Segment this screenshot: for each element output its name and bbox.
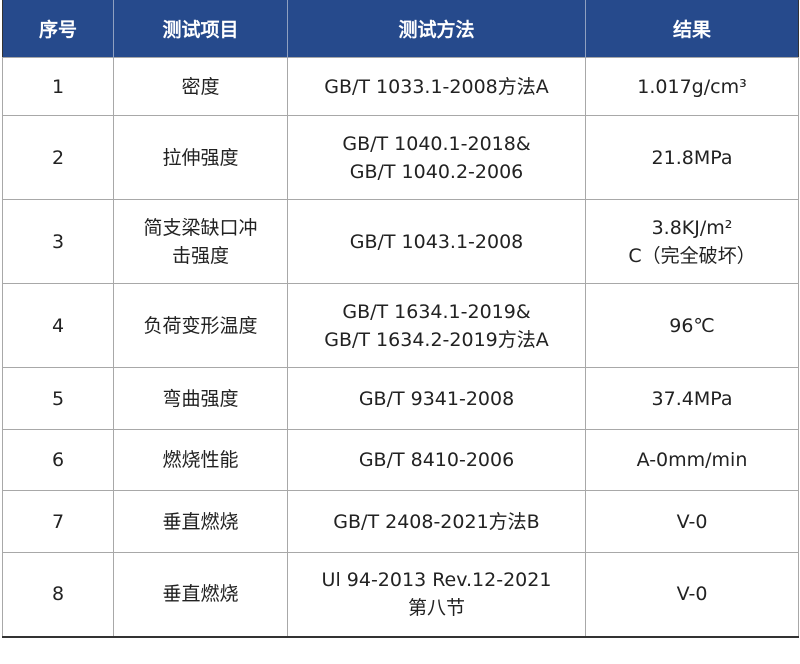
table-row: 3 简支梁缺口冲 击强度 GB/T 1043.1-2008 3.8KJ/m² C（完全破坏… bbox=[2, 199, 799, 284]
cell-method-line: GB/T 1634.1-2019& bbox=[342, 300, 531, 323]
cell-result: A-0mm/min bbox=[585, 429, 799, 491]
cell-method: GB/T 1040.1-2018& GB/T 1040.2-2006 bbox=[287, 115, 586, 200]
cell-method: GB/T 8410-2006 bbox=[287, 429, 586, 491]
cell-no: 5 bbox=[2, 367, 114, 430]
header-row: 序号 测试项目 测试方法 结果 bbox=[2, 0, 799, 58]
cell-result: 96℃ bbox=[585, 283, 799, 368]
cell-method-line: Ul 94-2013 Rev.12-2021 bbox=[321, 569, 552, 592]
cell-item: 简支梁缺口冲 击强度 bbox=[113, 199, 288, 284]
cell-result: 3.8KJ/m² C（完全破坏） bbox=[585, 199, 799, 284]
cell-result-line: A-0mm/min bbox=[636, 449, 748, 471]
cell-method: Ul 94-2013 Rev.12-2021 第八节 bbox=[287, 552, 586, 637]
cell-method-line: 第八节 bbox=[407, 597, 465, 620]
cell-result-line: 3.8KJ/m² bbox=[651, 216, 733, 239]
cell-no: 4 bbox=[2, 283, 114, 368]
cell-result-line: 96℃ bbox=[669, 314, 715, 337]
cell-item: 垂直燃烧 bbox=[113, 552, 288, 637]
cell-method-line: GB/T 1634.2-2019方法A bbox=[324, 328, 549, 351]
cell-no: 2 bbox=[2, 115, 114, 200]
cell-result-line: C（完全破坏） bbox=[628, 244, 756, 267]
cell-method-line: GB/T 1040.2-2006 bbox=[349, 160, 524, 183]
cell-method-line: GB/T 1033.1-2008方法A bbox=[324, 75, 549, 98]
cell-result: 1.017g/cm³ bbox=[585, 57, 799, 116]
table-row: 1 密度 GB/T 1033.1-2008方法A 1.017g/cm³ bbox=[2, 57, 799, 116]
table-row: 2 拉伸强度 GB/T 1040.1-2018& GB/T 1040.2-2006 21… bbox=[2, 115, 799, 200]
header-item: 测试项目 bbox=[113, 0, 288, 58]
cell-result: 21.8MPa bbox=[585, 115, 799, 200]
table-row: 8 垂直燃烧 Ul 94-2013 Rev.12-2021 第八节 V-0 bbox=[2, 552, 799, 637]
cell-item-line: 拉伸强度 bbox=[162, 146, 239, 169]
cell-item-line: 垂直燃烧 bbox=[162, 510, 239, 533]
cell-item-line: 击强度 bbox=[171, 244, 229, 267]
cell-item-line: 弯曲强度 bbox=[162, 387, 239, 410]
cell-item: 密度 bbox=[113, 57, 288, 116]
cell-method: GB/T 1043.1-2008 bbox=[287, 199, 586, 284]
cell-item: 拉伸强度 bbox=[113, 115, 288, 200]
table-row: 5 弯曲强度 GB/T 9341-2008 37.4MPa bbox=[2, 367, 799, 430]
cell-no: 3 bbox=[2, 199, 114, 284]
cell-item: 垂直燃烧 bbox=[113, 490, 288, 553]
cell-result-line: 21.8MPa bbox=[651, 146, 733, 169]
cell-item: 弯曲强度 bbox=[113, 367, 288, 430]
cell-no: 8 bbox=[2, 552, 114, 637]
cell-method-line: GB/T 9341-2008 bbox=[358, 387, 515, 410]
cell-method: GB/T 2408-2021方法B bbox=[287, 490, 586, 553]
cell-method: GB/T 1634.1-2019& GB/T 1634.2-2019方法A bbox=[287, 283, 586, 368]
cell-result-line: V-0 bbox=[676, 583, 708, 606]
test-results-table: 序号 测试项目 测试方法 结果 1 密度 GB/T 1033.1-2008方法A 1.… bbox=[2, 0, 799, 638]
cell-no: 6 bbox=[2, 429, 114, 491]
header-no: 序号 bbox=[2, 0, 114, 58]
cell-method-line: GB/T 1043.1-2008 bbox=[349, 230, 524, 253]
cell-result: V-0 bbox=[585, 490, 799, 553]
cell-item-line: 垂直燃烧 bbox=[162, 583, 239, 606]
cell-item-line: 负荷变形温度 bbox=[143, 314, 258, 337]
cell-item-line: 密度 bbox=[181, 75, 220, 98]
cell-item: 燃烧性能 bbox=[113, 429, 288, 491]
table-row: 7 垂直燃烧 GB/T 2408-2021方法B V-0 bbox=[2, 490, 799, 553]
table-row: 4 负荷变形温度 GB/T 1634.1-2019& GB/T 1634.2-2019… bbox=[2, 283, 799, 368]
cell-method-line: GB/T 1040.1-2018& bbox=[342, 132, 531, 155]
cell-item-line: 简支梁缺口冲 bbox=[143, 216, 258, 239]
table-row: 6 燃烧性能 GB/T 8410-2006 A-0mm/min bbox=[2, 429, 799, 491]
header-method: 测试方法 bbox=[287, 0, 586, 58]
cell-result: 37.4MPa bbox=[585, 367, 799, 430]
cell-no: 7 bbox=[2, 490, 114, 553]
cell-method: GB/T 1033.1-2008方法A bbox=[287, 57, 586, 116]
cell-result: V-0 bbox=[585, 552, 799, 637]
cell-item: 负荷变形温度 bbox=[113, 283, 288, 368]
cell-method-line: GB/T 2408-2021方法B bbox=[333, 510, 540, 533]
cell-method: GB/T 9341-2008 bbox=[287, 367, 586, 430]
cell-result-line: 37.4MPa bbox=[651, 387, 733, 410]
cell-no: 1 bbox=[2, 57, 114, 116]
cell-result-line: 1.017g/cm³ bbox=[637, 75, 747, 98]
cell-method-line: GB/T 8410-2006 bbox=[358, 449, 515, 471]
cell-item-line: 燃烧性能 bbox=[162, 449, 239, 471]
header-result: 结果 bbox=[585, 0, 799, 58]
cell-result-line: V-0 bbox=[676, 510, 708, 533]
